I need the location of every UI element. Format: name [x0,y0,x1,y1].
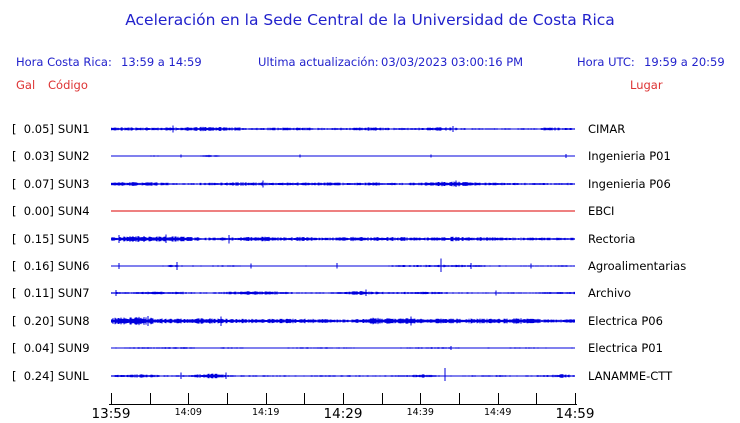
axis-tick-label: 14:39 [406,407,434,418]
station-row: [ 0.07] SUN3 Ingenieria P06 [0,174,740,194]
last-update-label: Ultima actualización: [258,55,379,69]
station-place-label: Agroalimentarias [588,259,687,273]
station-row: [ 0.00] SUN4 EBCI [0,201,740,221]
station-code: SUN2 [57,149,90,164]
station-row: [ 0.03] SUN2 Ingenieria P01 [0,146,740,166]
station-place-label: Archivo [588,286,631,301]
waveform-trace [111,210,575,212]
waveform-trace [111,346,575,351]
station-place-label: EBCI [588,204,615,219]
station-gal-value: [ 0.03] [12,149,54,164]
waveform-trace [111,315,575,326]
waveform-trace [111,180,575,188]
axis-tick [227,393,228,404]
hora-utc-value: 19:59 a 20:59 [644,55,725,69]
axis-tick-label: 14:49 [483,407,512,418]
axis-tick [420,393,422,404]
station-gal-code-label: [ 0.16] SUN6 [12,259,90,273]
column-header-lugar: Lugar [630,78,663,92]
page-title: Aceleración en la Sede Central de la Uni… [125,11,615,29]
station-row: [ 0.16] SUN6 Agroalimentarias [0,256,740,276]
station-code: SUNL [57,368,89,383]
station-place-label: Rectoria [588,231,636,246]
axis-tick [575,393,576,404]
hora-costa-rica-label: Hora Costa Rica: [16,55,112,69]
axis-tick-label: 14:09 [174,407,202,418]
axis-tick [381,393,383,404]
station-code: SUN3 [57,176,90,191]
axis-tick [459,393,460,404]
station-gal-code-label: [ 0.03] SUN2 [12,149,90,163]
station-gal-value: [ 0.00] [12,204,54,219]
station-gal-code-label: [ 0.04] SUN9 [12,341,90,355]
axis-tick [265,393,267,404]
station-gal-value: [ 0.20] [12,313,54,328]
station-code: SUN7 [57,286,90,301]
station-row: [ 0.05] SUN1 CIMAR [0,119,740,139]
last-update-value: 03/03/2023 03:00:16 PM [381,55,524,69]
station-gal-value: [ 0.04] [12,341,54,356]
axis-tick [343,393,344,404]
waveform-trace [111,125,575,133]
station-place-label: CIMAR [588,122,626,136]
waveform-trace [111,234,575,244]
station-gal-value: [ 0.24] [12,368,54,383]
axis-tick [111,393,112,404]
station-gal-code-label: [ 0.20] SUN8 [12,314,90,328]
station-row: [ 0.24] SUNL LANAMME-CTT [0,366,740,386]
column-header-gal: Gal [16,78,36,92]
axis-tick [149,393,151,404]
station-gal-code-label: [ 0.11] SUN7 [12,286,90,300]
station-gal-code-label: [ 0.07] SUN3 [12,177,90,191]
station-row: [ 0.15] SUN5 Rectoria [0,229,740,249]
station-code: SUN6 [57,259,90,273]
waveform-trace [111,154,575,159]
axis-tick-label: 14:29 [323,406,363,422]
column-header-codigo: Código [48,78,88,92]
station-gal-value: [ 0.05] [12,122,54,136]
station-gal-value: [ 0.11] [12,286,54,301]
station-gal-code-label: [ 0.15] SUN5 [12,232,90,246]
axis-tick [536,393,538,404]
station-code: SUN1 [57,122,90,136]
hora-costa-rica-value: 13:59 a 14:59 [121,55,202,69]
station-row: [ 0.04] SUN9 Electrica P01 [0,338,740,358]
axis-tick-label: 14:59 [555,406,595,422]
station-code: SUN8 [57,313,90,328]
station-gal-value: [ 0.15] [12,231,54,246]
station-code: SUN5 [57,231,90,246]
axis-tick-label: 14:19 [251,407,280,418]
axis-tick [304,393,306,404]
station-row: [ 0.20] SUN8 Electrica P06 [0,311,740,331]
waveform-trace [111,258,575,272]
axis-tick [188,393,190,404]
station-place-label: Electrica P06 [588,313,663,328]
station-gal-code-label: [ 0.24] SUNL [12,369,89,383]
station-place-label: Electrica P01 [588,341,663,356]
axis-tick-label: 13:59 [91,406,131,422]
station-place-label: Ingenieria P06 [588,176,671,191]
station-gal-value: [ 0.16] [12,259,54,273]
waveform-trace [111,367,575,381]
axis-tick [497,393,499,404]
station-place-label: Ingenieria P01 [588,149,671,164]
station-gal-code-label: [ 0.00] SUN4 [12,204,90,218]
station-code: SUN9 [57,341,90,356]
station-place-label: LANAMME-CTT [588,368,673,383]
station-gal-code-label: [ 0.05] SUN1 [12,122,90,136]
station-gal-value: [ 0.07] [12,176,54,191]
waveform-trace [111,289,575,297]
hora-utc-label: Hora UTC: [577,55,635,69]
station-code: SUN4 [57,204,90,219]
station-row: [ 0.11] SUN7 Archivo [0,283,740,303]
axis-baseline [109,404,577,405]
